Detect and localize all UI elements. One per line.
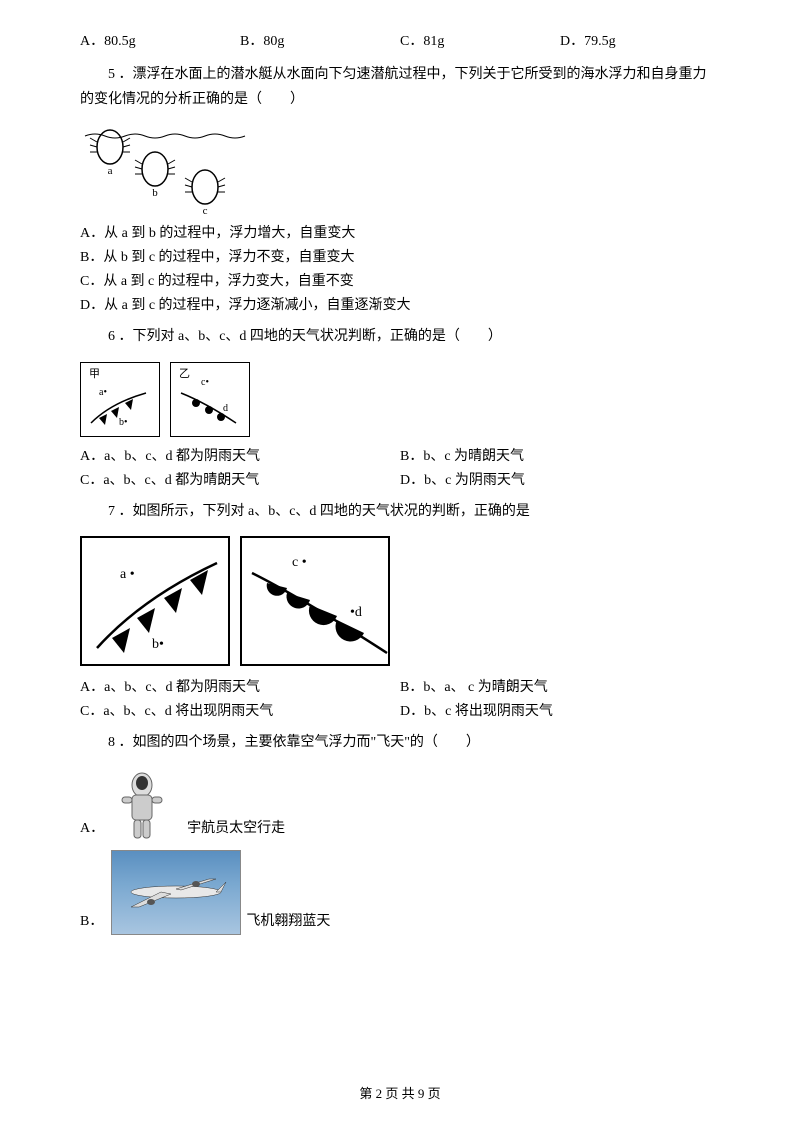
q8-opt-b-text: 飞机翱翔蓝天 xyxy=(246,910,330,935)
q7-opt-a: A．a、b、c、d 都为阴雨天气 xyxy=(80,676,400,696)
q5-opt-c: C．从 a 到 c 的过程中，浮力变大，自重不变 xyxy=(80,270,720,290)
svg-text:c •: c • xyxy=(292,555,307,570)
svg-text:d: d xyxy=(223,403,228,414)
q7-opt-c: C．a、b、c、d 将出现阴雨天气 xyxy=(80,700,400,720)
weather-box-jia: 甲 a• b• xyxy=(80,362,160,437)
svg-text:a: a xyxy=(108,165,113,177)
q6-opts-row1: A．a、b、c、d 都为阴雨天气 B．b、c 为晴朗天气 xyxy=(80,445,720,465)
q6-diagram: 甲 a• b• 乙 c• d xyxy=(80,362,720,437)
weather-box-lg-1: a • b• xyxy=(80,536,230,666)
weather-box-yi: 乙 c• d xyxy=(170,362,250,437)
q8-text: 8 ．如图的四个场景，主要依靠空气浮力而"飞天"的（ ） xyxy=(80,730,720,755)
svg-text:b: b xyxy=(152,187,158,199)
svg-text:a•: a• xyxy=(99,387,107,398)
q8-opt-b-row: B． 飞机翱翔蓝天 xyxy=(80,850,720,935)
q5-opt-b: B．从 b 到 c 的过程中，浮力不变，自重变大 xyxy=(80,246,720,266)
q6-opts-row2: C．a、b、c、d 都为晴朗天气 D．b、c 为阴雨天气 xyxy=(80,469,720,489)
weather-box-lg-2: c • •d xyxy=(240,536,390,666)
svg-text:甲: 甲 xyxy=(89,368,100,380)
q4-opt-a: A．80.5g xyxy=(80,30,240,50)
q7-number: 7 ． xyxy=(108,504,133,519)
q7-diagram: a • b• c • •d xyxy=(80,536,720,666)
svg-text:a •: a • xyxy=(120,567,135,582)
svg-text:c: c xyxy=(203,205,208,214)
q4-options: A．80.5g B．80g C．81g D．79.5g xyxy=(80,30,720,50)
svg-text:b•: b• xyxy=(152,637,164,652)
q7-opts-row2: C．a、b、c、d 将出现阴雨天气 D．b、c 将出现阴雨天气 xyxy=(80,700,720,720)
q6-opt-d: D．b、c 为阴雨天气 xyxy=(400,469,525,489)
q5-opt-a: A．从 a 到 b 的过程中，浮力增大，自重变大 xyxy=(80,222,720,242)
svg-text:b•: b• xyxy=(119,417,128,428)
q6-opt-b: B．b、c 为晴朗天气 xyxy=(400,445,524,465)
astronaut-image xyxy=(112,767,172,842)
q7-opt-d: D．b、c 将出现阴雨天气 xyxy=(400,700,553,720)
submarine-diagram: a b c xyxy=(80,124,720,214)
q4-opt-b: B．80g xyxy=(240,30,400,50)
svg-text:•d: •d xyxy=(350,605,362,620)
q6-number: 6 ． xyxy=(108,329,133,344)
q8-opt-b-label: B． xyxy=(80,910,103,935)
q7-opt-b: B．b、a、 c 为晴朗天气 xyxy=(400,676,548,696)
svg-text:乙: 乙 xyxy=(179,367,190,380)
q7-text: 7 ．如图所示，下列对 a、b、c、d 四地的天气状况的判断，正确的是 xyxy=(80,499,720,524)
q4-opt-d: D．79.5g xyxy=(560,30,720,50)
q8-number: 8 ． xyxy=(108,735,133,750)
q5-opt-d: D．从 a 到 c 的过程中，浮力逐渐减小，自重逐渐变大 xyxy=(80,294,720,314)
q6-opt-a: A．a、b、c、d 都为阴雨天气 xyxy=(80,445,400,465)
svg-text:c•: c• xyxy=(201,377,209,388)
q6-opt-c: C．a、b、c、d 都为晴朗天气 xyxy=(80,469,400,489)
q6-text: 6 ．下列对 a、b、c、d 四地的天气状况判断，正确的是（ ） xyxy=(80,324,720,349)
plane-image xyxy=(111,850,241,935)
q7-opts-row1: A．a、b、c、d 都为阴雨天气 B．b、a、 c 为晴朗天气 xyxy=(80,676,720,696)
q4-opt-c: C．81g xyxy=(400,30,560,50)
page-footer: 第 2 页 共 9 页 xyxy=(0,1083,800,1102)
q5-text: 5 ．漂浮在水面上的潜水艇从水面向下匀速潜航过程中，下列关于它所受到的海水浮力和… xyxy=(80,62,720,112)
q8-opt-a-row: A． 宇航员太空行走 xyxy=(80,767,720,842)
q8-opt-a-text: 宇航员太空行走 xyxy=(187,817,285,842)
q5-number: 5 ． xyxy=(108,67,133,82)
q8-opt-a-label: A． xyxy=(80,817,104,842)
